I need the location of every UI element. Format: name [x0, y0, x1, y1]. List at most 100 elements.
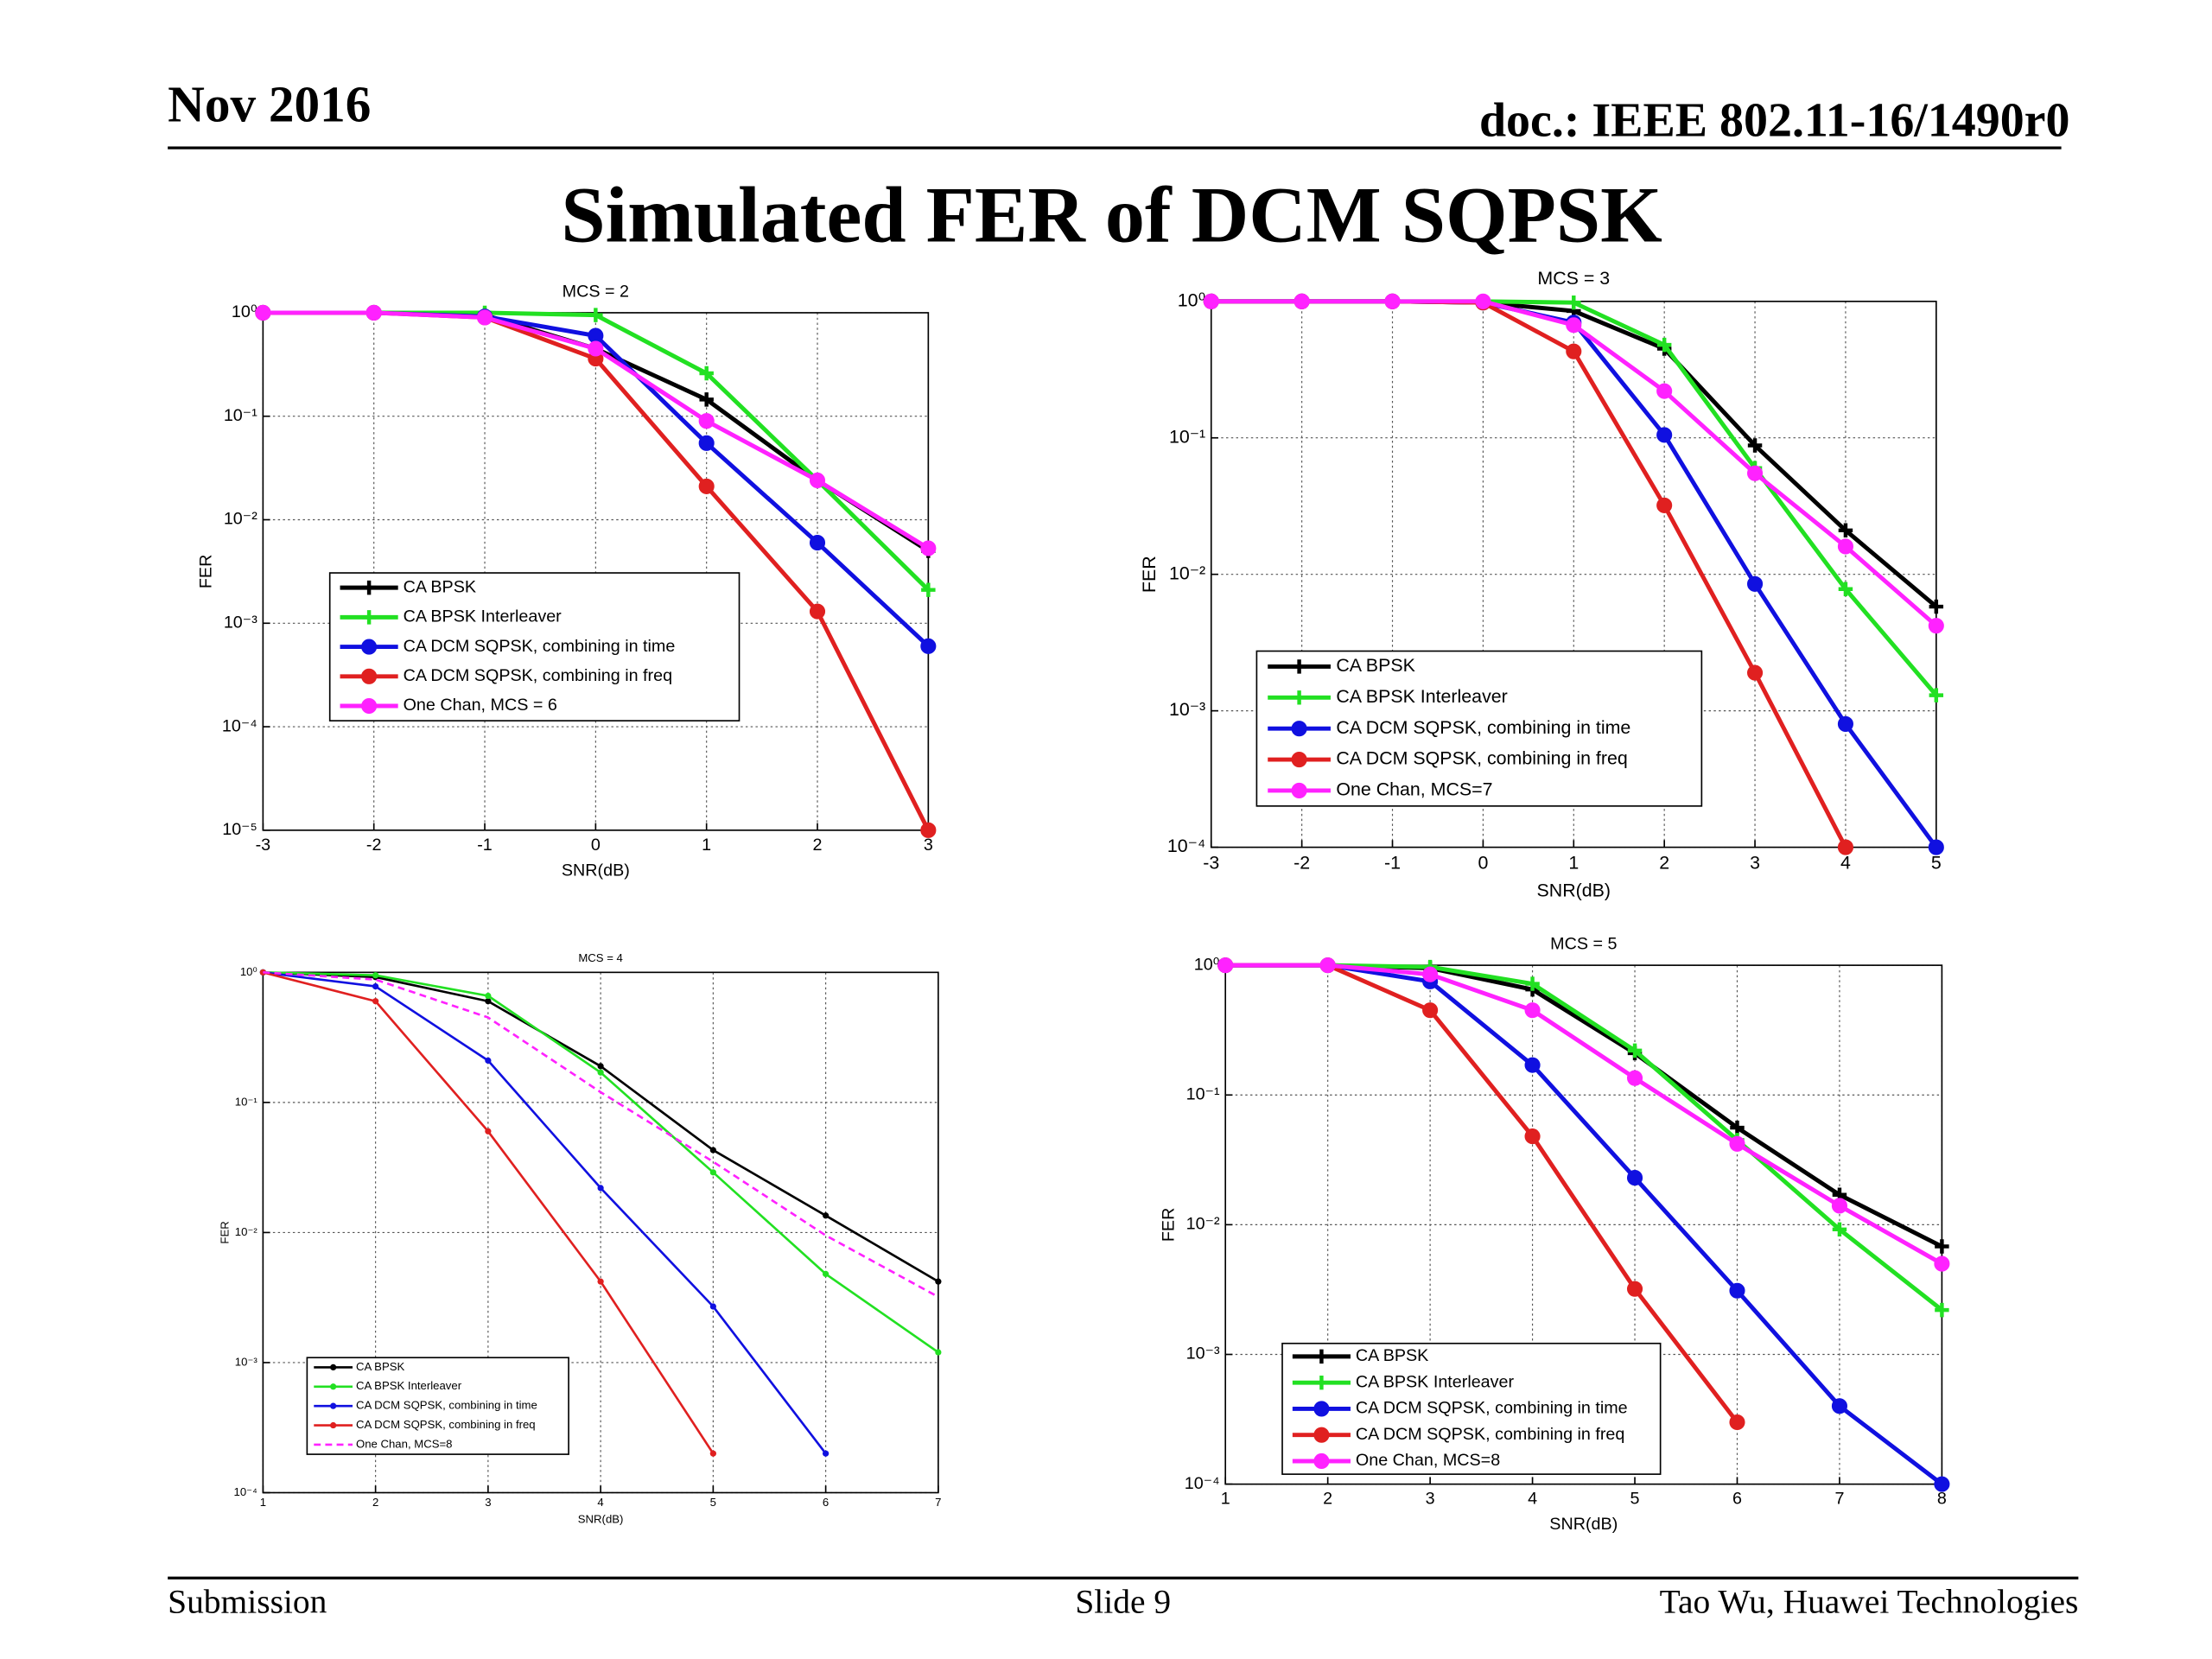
marker — [1566, 343, 1582, 359]
marker — [1422, 1002, 1439, 1019]
marker — [1838, 523, 1853, 538]
marker — [1314, 1375, 1329, 1390]
marker — [1294, 293, 1310, 309]
marker — [1831, 1198, 1847, 1214]
slide-title: Simulated FER of DCM SQPSK — [561, 170, 1662, 258]
marker — [1422, 966, 1439, 982]
marker — [1291, 782, 1307, 798]
marker — [822, 1270, 830, 1278]
y-tick-label: 10⁻³ — [1186, 1344, 1220, 1363]
x-tick-label: 3 — [1426, 1490, 1435, 1509]
marker — [476, 309, 493, 326]
legend-label: One Chan, MCS=8 — [1356, 1451, 1500, 1470]
marker — [1729, 1282, 1745, 1299]
marker — [1934, 1255, 1950, 1272]
marker — [1656, 383, 1673, 399]
marker — [1831, 1398, 1847, 1414]
y-tick-label: 10⁰ — [1178, 289, 1205, 310]
x-tick-label: 1 — [1221, 1490, 1230, 1509]
y-tick-label: 10⁻⁵ — [222, 820, 257, 839]
marker — [1475, 293, 1491, 309]
marker — [1203, 293, 1219, 309]
marker — [1313, 1401, 1330, 1417]
legend-label: CA DCM SQPSK, combining in time — [404, 637, 676, 656]
y-tick-label: 10⁻² — [1186, 1215, 1220, 1234]
marker — [698, 435, 715, 451]
x-tick-label: 5 — [710, 1496, 716, 1509]
x-tick-label: 2 — [1659, 852, 1669, 873]
marker — [1837, 538, 1853, 555]
legend-label: CA BPSK Interleaver — [356, 1379, 462, 1392]
marker — [1524, 1128, 1541, 1145]
plot-frame — [262, 971, 939, 1494]
x-tick-label: 1 — [702, 836, 711, 855]
marker — [1837, 839, 1853, 855]
legend-label: CA BPSK — [404, 577, 476, 596]
marker — [1935, 1302, 1949, 1318]
marker — [1291, 752, 1307, 768]
header-date: Nov 2016 — [168, 75, 371, 132]
marker — [372, 972, 379, 979]
marker — [1319, 957, 1336, 974]
x-tick-label: -1 — [1384, 852, 1401, 873]
marker — [597, 1069, 604, 1076]
marker — [372, 982, 379, 990]
legend-label: CA DCM SQPSK, combining in time — [1336, 717, 1630, 738]
y-tick-label: 10⁻⁴ — [1185, 1474, 1220, 1493]
marker — [330, 1421, 337, 1429]
x-tick-label: 2 — [1323, 1490, 1332, 1509]
x-tick-label: -3 — [1203, 852, 1219, 873]
marker — [361, 639, 378, 655]
y-tick-label: 10⁻¹ — [1169, 426, 1205, 447]
marker — [935, 1349, 942, 1356]
x-tick-label: 2 — [372, 1496, 378, 1509]
x-tick-label: 3 — [1750, 852, 1760, 873]
marker — [709, 1147, 716, 1154]
marker — [1566, 317, 1582, 334]
series-line — [1225, 963, 1943, 1266]
y-tick-label: 10⁻¹ — [224, 406, 257, 425]
marker — [372, 998, 379, 1005]
marker — [485, 1128, 492, 1135]
marker — [330, 1363, 337, 1371]
y-tick-label: 10⁻¹ — [1186, 1084, 1220, 1103]
y-tick-label: 10⁻⁴ — [234, 1485, 257, 1498]
chart-title: MCS = 2 — [563, 282, 629, 301]
x-tick-label: 0 — [591, 836, 601, 855]
marker — [1384, 293, 1401, 309]
plot-frame — [1224, 964, 1943, 1485]
marker — [809, 603, 826, 620]
legend-label: CA DCM SQPSK, combining in freq — [1356, 1425, 1624, 1444]
legend-label: CA DCM SQPSK, combining in freq — [1336, 748, 1627, 769]
x-axis-label: SNR(dB) — [1537, 880, 1611, 901]
marker — [1626, 1070, 1643, 1086]
legend-label: CA DCM SQPSK, combining in freq — [404, 666, 672, 685]
x-tick-label: 6 — [823, 1496, 829, 1509]
y-axis-label: FER — [1139, 556, 1160, 593]
x-tick-label: 8 — [1937, 1490, 1947, 1509]
marker — [1217, 957, 1234, 974]
legend-label: CA BPSK — [1356, 1346, 1428, 1365]
x-tick-label: 7 — [1834, 1490, 1844, 1509]
x-tick-label: 4 — [597, 1496, 603, 1509]
marker — [709, 1450, 716, 1457]
marker — [698, 413, 715, 429]
x-tick-label: -1 — [477, 836, 493, 855]
x-tick-label: 3 — [485, 1496, 491, 1509]
y-tick-label: 10⁻⁴ — [222, 716, 257, 735]
marker — [709, 1303, 716, 1310]
marker — [597, 1185, 604, 1192]
y-tick-label: 10⁻³ — [224, 613, 257, 632]
marker — [361, 697, 378, 715]
y-tick-label: 10⁻² — [224, 510, 257, 529]
marker — [1929, 688, 1944, 702]
marker — [1837, 715, 1853, 732]
marker — [255, 304, 271, 321]
marker — [1730, 1120, 1745, 1135]
marker — [809, 472, 826, 489]
marker — [485, 998, 492, 1005]
marker — [920, 540, 937, 556]
x-tick-label: -3 — [256, 836, 271, 855]
marker — [1292, 659, 1306, 674]
